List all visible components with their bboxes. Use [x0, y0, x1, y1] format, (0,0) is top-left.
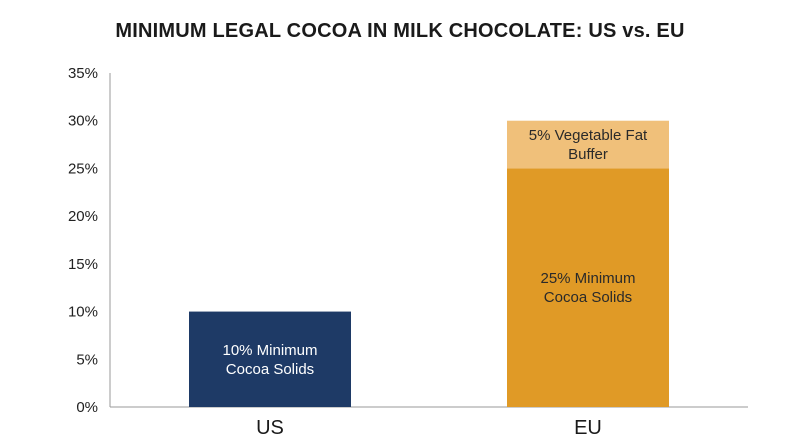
y-tick-label: 5%	[76, 351, 98, 368]
bar-segment	[189, 311, 351, 407]
bar-segment-label: 5% Vegetable Fat	[529, 127, 648, 144]
x-tick-label: US	[256, 417, 284, 439]
x-tick-label: EU	[574, 417, 602, 439]
bar-segment-label: Cocoa Solids	[226, 361, 314, 378]
y-tick-label: 30%	[68, 113, 98, 130]
y-tick-label: 25%	[68, 160, 98, 177]
chart-title: MINIMUM LEGAL COCOA IN MILK CHOCOLATE: U…	[115, 20, 685, 42]
chart-labels: 10% Minimum Cocoa Solids 25% Minimum Cocoa …	[222, 127, 648, 378]
y-tick-label: 10%	[68, 304, 98, 321]
bar-segment-label: 10% Minimum	[222, 342, 317, 359]
bar-segment-label: Buffer	[568, 146, 608, 163]
y-tick-label: 0%	[76, 399, 98, 416]
bar-segment-label: Cocoa Solids	[544, 289, 632, 306]
y-tick-label: 35%	[68, 65, 98, 82]
bar-segment	[507, 168, 669, 407]
y-tick-label: 15%	[68, 256, 98, 273]
bar-segment-label: 25% Minimum	[540, 270, 635, 287]
y-tick-label: 20%	[68, 208, 98, 225]
chart-axes: 0% 5% 10% 15% 20% 25% 30% 35% US EU	[68, 65, 748, 439]
bar-segment	[507, 120, 669, 169]
chart-bars	[189, 120, 669, 407]
